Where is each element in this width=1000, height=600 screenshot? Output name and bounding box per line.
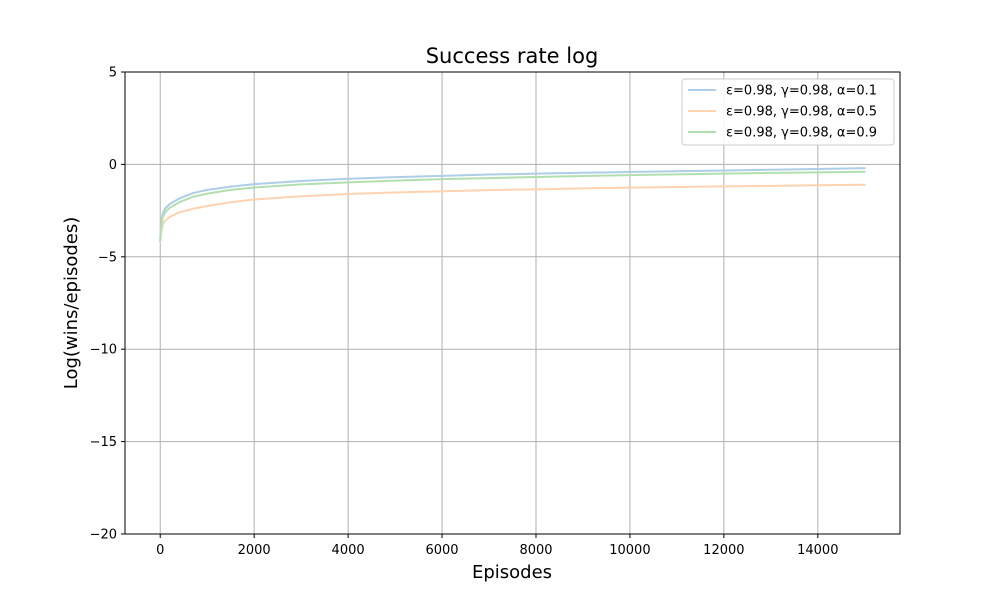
x-tick-label: 2000 — [238, 543, 271, 558]
x-tick-label: 10000 — [609, 543, 650, 558]
y-tick-label: −5 — [98, 250, 117, 265]
series-line-1 — [159, 167, 866, 242]
y-tick-label: 0 — [109, 158, 117, 173]
x-tick-label: 0 — [156, 543, 164, 558]
y-tick-label: −20 — [90, 528, 117, 543]
x-tick-label: 6000 — [425, 543, 458, 558]
legend: ε=0.98, γ=0.98, α=0.1 ε=0.98, γ=0.98, α=0… — [681, 78, 895, 146]
legend-box — [681, 78, 895, 146]
x-tick-label: 4000 — [332, 543, 365, 558]
series-line-3 — [159, 170, 866, 243]
chart-title: Success rate log — [426, 44, 599, 68]
legend-label-1: ε=0.98, γ=0.98, α=0.1 — [726, 84, 877, 99]
x-axis: 0 2000 4000 6000 8000 10000 12000 14000 — [156, 534, 838, 558]
x-axis-label: Episodes — [472, 562, 552, 583]
series-line-2 — [159, 183, 866, 244]
y-axis: 5 0 −5 −10 −15 −20 — [90, 66, 125, 543]
y-tick-label: −15 — [90, 435, 117, 450]
x-tick-label: 12000 — [703, 543, 744, 558]
legend-label-3: ε=0.98, γ=0.98, α=0.9 — [726, 126, 877, 141]
y-tick-label: −10 — [90, 343, 117, 358]
x-tick-label: 8000 — [519, 543, 552, 558]
y-tick-label: 5 — [109, 66, 117, 81]
x-tick-label: 14000 — [797, 543, 838, 558]
plot-frame — [124, 71, 901, 535]
y-axis-label: Log(wins/episodes) — [61, 217, 82, 390]
series-lines — [159, 167, 866, 244]
legend-label-2: ε=0.98, γ=0.98, α=0.5 — [726, 105, 877, 120]
